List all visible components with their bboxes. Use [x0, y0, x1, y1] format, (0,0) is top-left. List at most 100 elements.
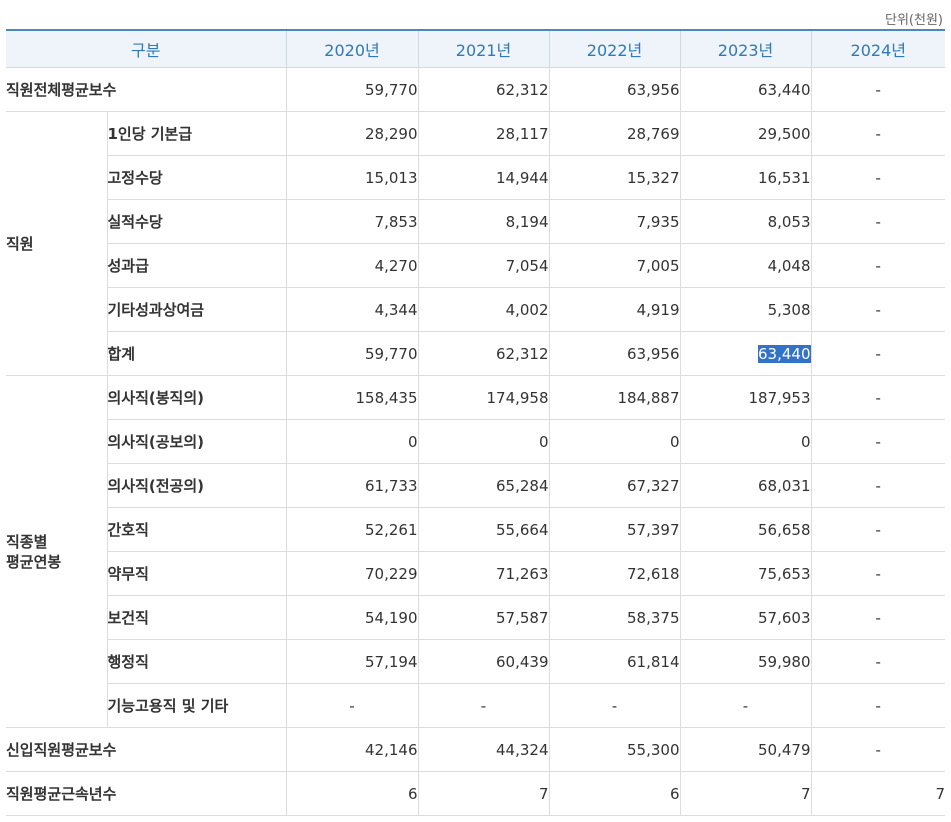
text-selection[interactable]: 63,440 [758, 344, 811, 363]
row-label: 성과급 [107, 243, 287, 288]
table-header-row: 구분 2020년 2021년 2022년 2023년 2024년 [6, 29, 946, 68]
header-year: 2022년 [548, 29, 681, 68]
cell-value: - [810, 243, 946, 288]
row-label: 합계 [107, 331, 287, 376]
table-row: 합계 59,770 62,312 63,956 63,440 - [6, 331, 946, 376]
cell-value: 0 [417, 419, 550, 464]
group-label-staff: 직원 [6, 111, 108, 376]
salary-table: 구분 2020년 2021년 2022년 2023년 2024년 직원전체평균보… [6, 29, 946, 816]
header-year: 2021년 [417, 29, 550, 68]
header-year: 2024년 [810, 29, 946, 68]
table-row: 성과급 4,270 7,054 7,005 4,048 - [6, 243, 946, 288]
cell-value: 67,327 [548, 463, 681, 508]
cell-value: 0 [679, 419, 812, 464]
header-year: 2023년 [679, 29, 812, 68]
cell-value: 16,531 [679, 155, 812, 200]
cell-value: - [810, 331, 946, 376]
cell-value: 58,375 [548, 595, 681, 640]
cell-value: 28,290 [285, 111, 419, 156]
group-label-line: 직종별 [6, 532, 48, 551]
row-label: 직원평균근속년수 [6, 771, 287, 816]
cell-value: 158,435 [285, 375, 419, 420]
row-label: 의사직(전공의) [107, 463, 287, 508]
row-label: 직원전체평균보수 [6, 67, 287, 112]
row-label: 신입직원평균보수 [6, 727, 287, 772]
cell-value: 14,944 [417, 155, 550, 200]
cell-value: 4,270 [285, 243, 419, 288]
cell-value: 6 [548, 771, 681, 816]
cell-value: - [810, 287, 946, 332]
cell-value: 4,002 [417, 287, 550, 332]
cell-value: - [548, 683, 681, 728]
cell-value: - [285, 683, 419, 728]
cell-value: 7,054 [417, 243, 550, 288]
cell-value: 63,956 [548, 331, 681, 376]
table-row: 직종별 평균연봉 의사직(봉직의) 158,435 174,958 184,887… [6, 375, 946, 728]
cell-value: 61,733 [285, 463, 419, 508]
cell-value: 7,005 [548, 243, 681, 288]
cell-value: - [810, 111, 946, 156]
cell-value: 15,013 [285, 155, 419, 200]
table-row: 기타성과상여금 4,344 4,002 4,919 5,308 - [6, 287, 946, 332]
cell-value: 6 [285, 771, 419, 816]
table-row: 직원 1인당 기본급 28,290 28,117 28,769 29,500 - [6, 111, 946, 376]
cell-value: 57,587 [417, 595, 550, 640]
cell-value: 7,853 [285, 199, 419, 244]
cell-value: 28,117 [417, 111, 550, 156]
cell-value: 57,194 [285, 639, 419, 684]
cell-value: - [810, 155, 946, 200]
cell-value: 7 [417, 771, 550, 816]
table-row: 의사직(공보의) 0 0 0 0 - [6, 419, 946, 464]
cell-value: 187,953 [679, 375, 812, 420]
cell-value: 71,263 [417, 551, 550, 596]
row-label: 실적수당 [107, 199, 287, 244]
cell-value: 7,935 [548, 199, 681, 244]
cell-value: 68,031 [679, 463, 812, 508]
unit-label: 단위(천원) [885, 13, 943, 28]
row-label: 1인당 기본급 [107, 111, 287, 156]
cell-value: 7 [679, 771, 812, 816]
header-category: 구분 [6, 29, 287, 68]
table-row: 고정수당 15,013 14,944 15,327 16,531 - [6, 155, 946, 200]
cell-value: - [810, 375, 946, 420]
cell-value: 28,769 [548, 111, 681, 156]
cell-value: - [810, 419, 946, 464]
cell-value: - [810, 639, 946, 684]
row-label: 간호직 [107, 507, 287, 552]
cell-value: 75,653 [679, 551, 812, 596]
cell-value: 184,887 [548, 375, 681, 420]
table-row: 보건직 54,190 57,587 58,375 57,603 - [6, 595, 946, 640]
cell-value: 65,284 [417, 463, 550, 508]
row-label: 약무직 [107, 551, 287, 596]
cell-value: 61,814 [548, 639, 681, 684]
cell-value: 44,324 [417, 727, 550, 772]
cell-value: 55,664 [417, 507, 550, 552]
cell-value: 59,980 [679, 639, 812, 684]
cell-value: 62,312 [417, 67, 550, 112]
cell-value: 63,440 [679, 67, 812, 112]
cell-value: - [810, 199, 946, 244]
cell-value: 7 [810, 771, 946, 816]
table-row: 신입직원평균보수 42,146 44,324 55,300 50,479 - [6, 727, 946, 772]
table-row: 약무직 70,229 71,263 72,618 75,653 - [6, 551, 946, 596]
header-year: 2020년 [285, 29, 419, 68]
table-row: 직원전체평균보수 59,770 62,312 63,956 63,440 - [6, 67, 946, 112]
cell-value: - [417, 683, 550, 728]
cell-value: 52,261 [285, 507, 419, 552]
row-label: 기능고용직 및 기타 [107, 683, 287, 728]
table-row: 기능고용직 및 기타 - - - - - [6, 683, 946, 728]
row-label: 행정직 [107, 639, 287, 684]
cell-value: 8,053 [679, 199, 812, 244]
cell-value: 63,956 [548, 67, 681, 112]
cell-value: 50,479 [679, 727, 812, 772]
cell-value: 56,658 [679, 507, 812, 552]
group-label-line: 평균연봉 [6, 552, 62, 571]
cell-value: - [810, 463, 946, 508]
table-row: 직원평균근속년수 6 7 6 7 7 [6, 771, 946, 816]
table-row: 실적수당 7,853 8,194 7,935 8,053 - [6, 199, 946, 244]
cell-value: 0 [548, 419, 681, 464]
cell-value: 57,603 [679, 595, 812, 640]
row-label: 의사직(봉직의) [107, 375, 287, 420]
cell-value-selected[interactable]: 63,440 [679, 331, 812, 376]
cell-value: 42,146 [285, 727, 419, 772]
